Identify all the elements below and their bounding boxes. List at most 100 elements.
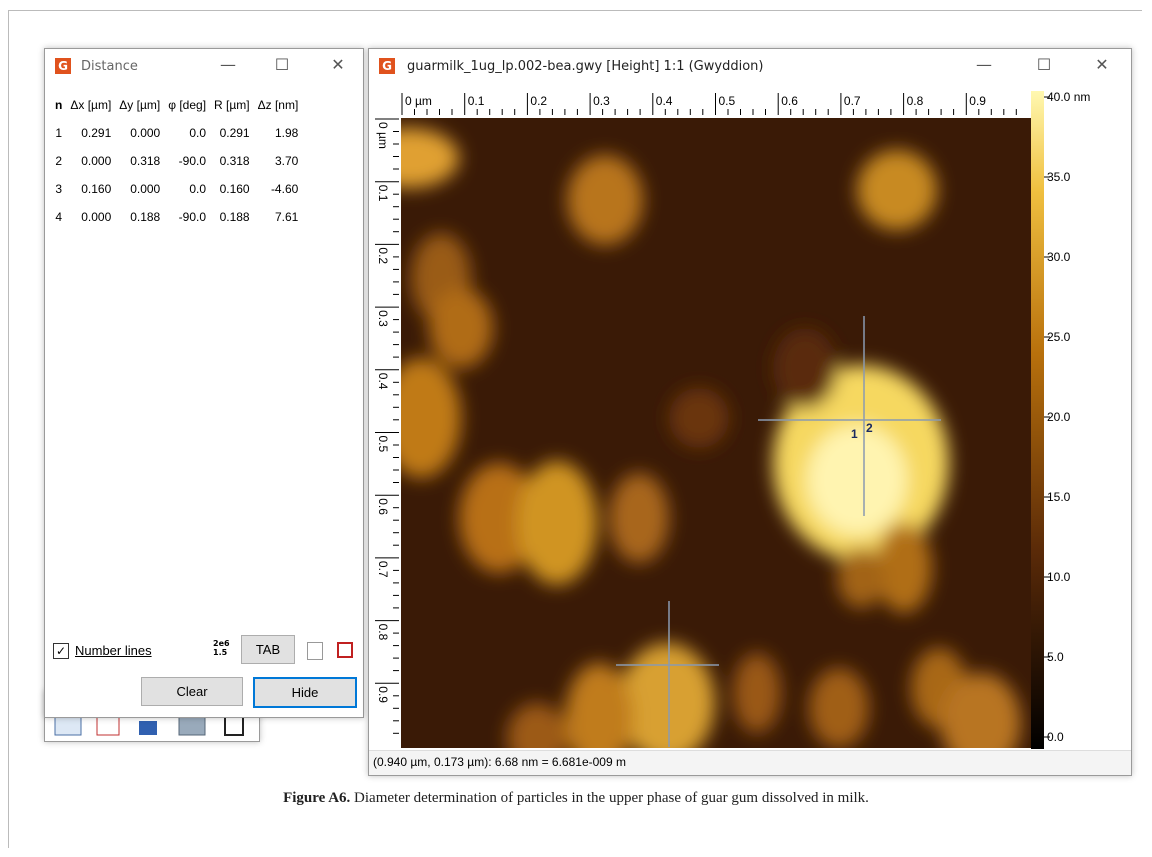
- column-header: Δy [µm]: [115, 91, 164, 119]
- table-cell: 0.188: [115, 203, 164, 231]
- caption-label: Figure A6.: [283, 790, 350, 806]
- y-ruler-label: 0.6: [376, 498, 390, 515]
- particle: [837, 548, 885, 608]
- copy-icon[interactable]: [307, 642, 323, 660]
- table-cell: 0.160: [66, 175, 115, 203]
- colorbar: [1031, 91, 1044, 749]
- y-ruler-label: 0 µm: [376, 122, 390, 149]
- x-ruler-label: 0.6: [781, 94, 798, 108]
- colorbar-label: 40.0 nm: [1047, 90, 1090, 104]
- particle: [857, 150, 937, 230]
- window-title: guarmilk_1ug_lp.002-bea.gwy [Height] 1:1…: [407, 59, 763, 74]
- table-cell: 3.70: [254, 147, 303, 175]
- x-ruler-label: 0.8: [907, 94, 924, 108]
- table-cell: 0.160: [210, 175, 254, 203]
- column-header: n: [51, 91, 66, 119]
- particle: [733, 653, 781, 733]
- x-ruler-label: 0.4: [656, 94, 673, 108]
- close-button[interactable]: ✕: [1087, 55, 1117, 74]
- colorbar-label: 30.0: [1047, 250, 1071, 264]
- tab-button[interactable]: TAB: [241, 635, 295, 664]
- x-ruler-label: 0.9: [969, 94, 986, 108]
- table-cell: -90.0: [164, 147, 210, 175]
- y-ruler-label: 0.1: [376, 185, 390, 202]
- app-icon: G: [55, 58, 71, 74]
- window-title: Distance: [81, 59, 138, 74]
- checkbox-label[interactable]: Number lines: [75, 643, 152, 658]
- maximize-button[interactable]: ☐: [1029, 55, 1059, 74]
- table-cell: 0.0: [164, 175, 210, 203]
- page: { "distance_window": { "title": "Distanc…: [0, 0, 1152, 857]
- caption: Figure A6. Diameter determination of par…: [0, 790, 1152, 807]
- colorbar-label: 10.0: [1047, 570, 1071, 584]
- particle: [876, 523, 932, 613]
- tool-icon[interactable]: [179, 717, 205, 735]
- x-ruler-label: 0.1: [468, 94, 485, 108]
- y-ruler-label: 0.2: [376, 247, 390, 264]
- column-header: Δz [nm]: [254, 91, 303, 119]
- y-ruler-label: 0.9: [376, 686, 390, 703]
- marker-label: 1: [851, 427, 858, 441]
- colorbar-label: 35.0: [1047, 170, 1071, 184]
- table-cell: 0.318: [115, 147, 164, 175]
- y-ruler-label: 0.7: [376, 561, 390, 578]
- y-ruler-label: 0.3: [376, 310, 390, 327]
- table-cell: 0.318: [210, 147, 254, 175]
- table-cell: 0.188: [210, 203, 254, 231]
- hide-button[interactable]: Hide: [253, 677, 357, 708]
- table-cell: 0.0: [164, 119, 210, 147]
- table-cell: 0.291: [210, 119, 254, 147]
- y-ruler-label: 0.4: [376, 373, 390, 390]
- save-icon[interactable]: [337, 642, 353, 658]
- marker-label: 2: [866, 421, 873, 435]
- minimize-button[interactable]: —: [969, 55, 999, 74]
- title-bar: G Distance — ☐ ✕: [45, 49, 363, 85]
- table-cell: 2: [51, 147, 66, 175]
- particle: [567, 155, 643, 245]
- caption-text: Diameter determination of particles in t…: [354, 790, 869, 806]
- y-ruler-label: 0.5: [376, 436, 390, 453]
- column-header: φ [deg]: [164, 91, 210, 119]
- particle: [619, 643, 715, 763]
- table-cell: 3: [51, 175, 66, 203]
- x-ruler-label: 0.7: [844, 94, 861, 108]
- y-ruler-label: 0.8: [376, 624, 390, 641]
- particle: [609, 473, 669, 563]
- table-cell: 0.000: [66, 203, 115, 231]
- format-icon[interactable]: 2e6 1.5: [213, 639, 233, 657]
- maximize-button[interactable]: ☐: [267, 55, 297, 74]
- status-text: (0.940 µm, 0.173 µm): 6.68 nm = 6.681e-0…: [373, 755, 626, 769]
- table-cell: -4.60: [254, 175, 303, 203]
- column-header: R [µm]: [210, 91, 254, 119]
- title-bar: G guarmilk_1ug_lp.002-bea.gwy [Height] 1…: [369, 49, 1131, 85]
- particle: [429, 288, 493, 368]
- app-icon: G: [379, 58, 395, 74]
- close-button[interactable]: ✕: [323, 55, 353, 74]
- status-bar: (0.940 µm, 0.173 µm): 6.68 nm = 6.681e-0…: [369, 750, 1131, 775]
- minimize-button[interactable]: —: [213, 55, 243, 74]
- checkbox[interactable]: ✓: [53, 643, 69, 659]
- data-view: 0 µm 0.1 0.2 0.3 0.4 0.5 0.6 0.7 0.8 0.9 0 µm 0.1 0.…: [369, 85, 1131, 775]
- tool-icon[interactable]: [55, 717, 81, 735]
- x-ruler-label: 0.2: [530, 94, 547, 108]
- particle: [773, 328, 837, 408]
- clear-button[interactable]: Clear: [141, 677, 243, 706]
- particle: [517, 461, 597, 585]
- table-cell: 0.000: [115, 119, 164, 147]
- x-ruler-label: 0.5: [719, 94, 736, 108]
- particle: [807, 425, 907, 535]
- table-cell: 1: [51, 119, 66, 147]
- column-header: Δx [µm]: [66, 91, 115, 119]
- x-ruler-label: 0 µm: [405, 94, 432, 108]
- table-cell: 7.61: [254, 203, 303, 231]
- tool-icon[interactable]: [97, 717, 119, 735]
- table-cell: 4: [51, 203, 66, 231]
- table-cell: 0.291: [66, 119, 115, 147]
- colorbar-label: 15.0: [1047, 490, 1071, 504]
- colorbar-label: 0.0: [1047, 730, 1064, 744]
- tool-icon[interactable]: [139, 721, 157, 735]
- tool-icon[interactable]: [225, 717, 243, 735]
